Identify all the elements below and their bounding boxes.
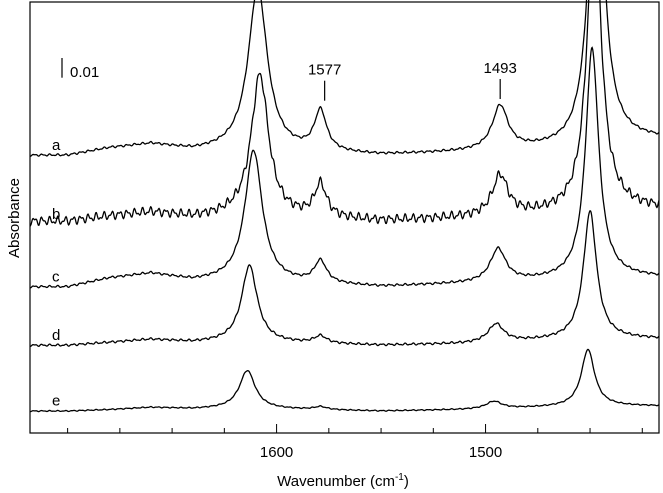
- peak-annotations: 1612157714931448: [308, 60, 517, 101]
- curve-labels: a b c d e: [52, 137, 61, 409]
- y-axis-title: Absorbance: [6, 178, 23, 258]
- scale-bar: 0.01: [61, 58, 99, 81]
- series-line-b: [29, 0, 660, 227]
- scale-bar-label: 0.01: [70, 64, 99, 81]
- x-tick-label: 1500: [469, 444, 502, 461]
- x-axis-title: Wavenumber (cm-1): [277, 472, 409, 490]
- curve-label-e: e: [52, 393, 60, 410]
- series-group: [29, 0, 660, 413]
- peak-label-1577: 1577: [308, 62, 341, 79]
- series-line-c: [29, 46, 660, 289]
- x-axis-title-end: ): [404, 473, 409, 490]
- curve-label-b: b: [52, 206, 60, 223]
- x-ticks: 1600 1500: [67, 424, 643, 461]
- x-axis-title-superscript: -1: [395, 472, 404, 483]
- plot-frame: [29, 1, 660, 434]
- series-line-d: [29, 210, 660, 348]
- curve-label-c: c: [52, 269, 60, 286]
- series-line-a: [29, 0, 660, 157]
- peak-label-1493: 1493: [483, 60, 516, 77]
- curve-label-d: d: [52, 327, 60, 344]
- curve-label-a: a: [52, 137, 61, 154]
- x-tick-label: 1600: [260, 444, 293, 461]
- x-axis-title-main: Wavenumber (cm: [277, 473, 395, 490]
- series-line-e: [29, 348, 660, 413]
